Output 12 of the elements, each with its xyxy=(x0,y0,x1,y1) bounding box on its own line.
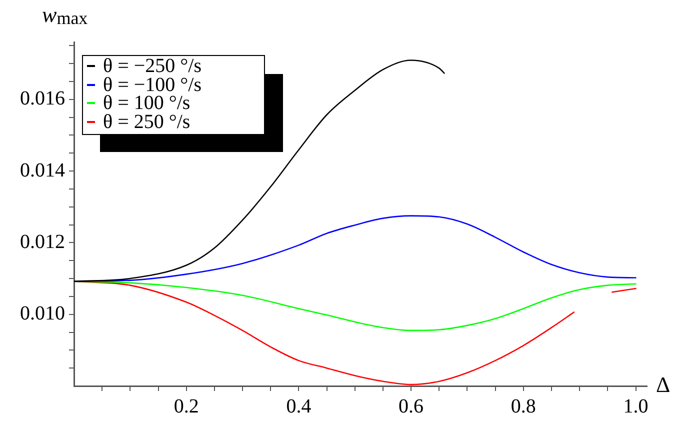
x-tick-label: 0.6 xyxy=(398,395,424,418)
y-tick-label: 0.010 xyxy=(20,302,65,325)
x-tick-label: 0.4 xyxy=(286,395,312,418)
x-tick-label: 1.0 xyxy=(623,395,648,418)
line-series xyxy=(74,60,445,282)
x-tick-label: 0.2 xyxy=(174,395,199,418)
y-tick-label: 0.014 xyxy=(20,159,65,182)
y-axis-title: w$_{max}$ xyxy=(42,2,88,28)
y-tick-label: 0.016 xyxy=(20,88,65,110)
y-tick-label: 0.012 xyxy=(20,230,65,253)
x-tick-label: 0.8 xyxy=(510,395,536,418)
x-axis-title: Δ xyxy=(656,372,670,398)
